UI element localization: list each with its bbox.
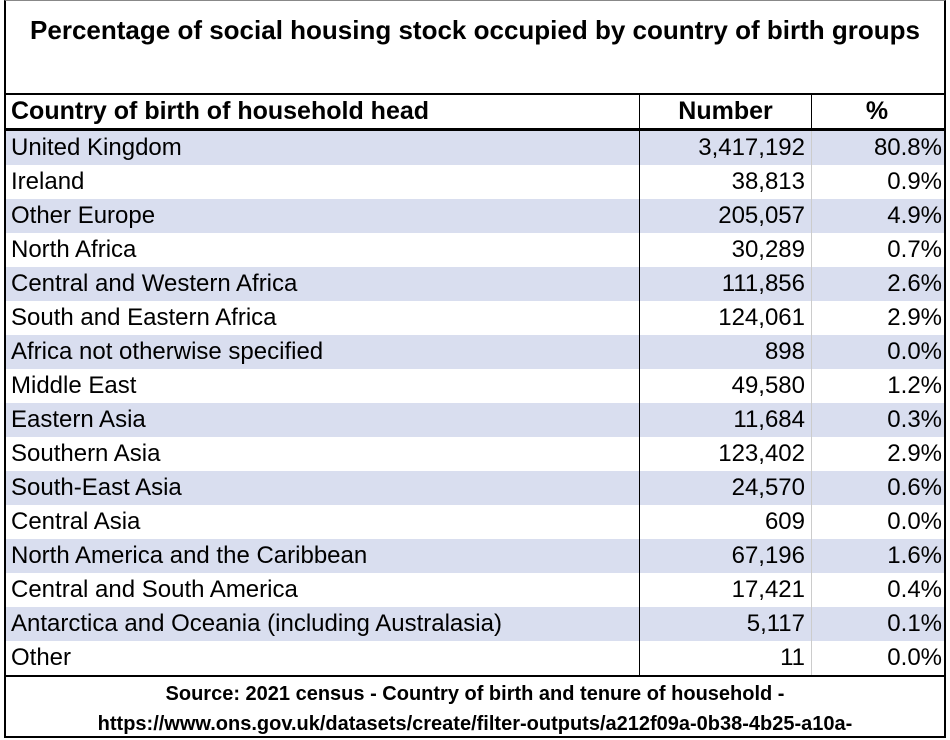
table-cell: 11 [640,641,812,675]
table-cell: 11,684 [640,403,812,437]
column-header: Country of birth of household head [6,95,640,128]
table-cell: 0.0% [887,508,942,535]
table-row: Antarctica and Oceania (including Austra… [6,607,944,641]
table-cell: Other [6,641,640,675]
table-cell: 2.9% [887,304,942,331]
table-cell: 898 [640,335,812,369]
table-row: Central Asia 609 0.0% [6,505,944,539]
table-cell: 1.6% [887,542,942,569]
table-cell: United Kingdom [6,131,640,165]
table-row: South and Eastern Africa 124,061 2.9% [6,301,944,335]
table-row: Central and Western Africa 111,856 2.6% [6,267,944,301]
table-title: Percentage of social housing stock occup… [6,1,944,95]
table-cell: 609 [640,505,812,539]
table-row: Africa not otherwise specified 898 0.0% [6,335,944,369]
table-cell: 123,402 [640,437,812,471]
table-cell: 2.6% [887,270,942,297]
table-cell: 124,061 [640,301,812,335]
table-cell: 0.6% [887,474,942,501]
table-cell: Central Asia [6,505,640,539]
source-line: https://www.ons.gov.uk/datasets/create/f… [97,713,853,735]
table-cell: North America and the Caribbean [6,539,640,573]
table-cell: 4.9% [887,202,942,229]
table-row: Middle East 49,580 1.2% [6,369,944,403]
table-frame: Percentage of social housing stock occup… [4,0,946,738]
table-cell: Other Europe [6,199,640,233]
table-row: Southern Asia 123,402 2.9% [6,437,944,471]
table-cell: Central and Western Africa [6,267,640,301]
table-cell: Antarctica and Oceania (including Austra… [6,607,640,641]
table-row: South-East Asia 24,570 0.6% [6,471,944,505]
table-cell: 1.2% [887,372,942,399]
table-cell: 0.7% [887,236,942,263]
table-cell: 0.9% [887,168,942,195]
table-cell: 0.1% [887,610,942,637]
table-cell: 5,117 [640,607,812,641]
table-row: North America and the Caribbean 67,196 1.6… [6,539,944,573]
table-row: Other 11 0.0% [6,641,944,675]
table-cell: Middle East [6,369,640,403]
header-row: Country of birth of household head Number… [6,95,944,131]
table-cell: Eastern Asia [6,403,640,437]
source-line: Source: 2021 census - Country of birth a… [165,683,785,705]
table-cell: 0.4% [887,576,942,603]
table-cell: North Africa [6,233,640,267]
source-note: Source: 2021 census - Country of birth a… [6,675,944,736]
table-cell: South and Eastern Africa [6,301,640,335]
table-row: Central and South America 17,421 0.4% [6,573,944,607]
table-cell: 2.9% [887,440,942,467]
table-cell: 24,570 [640,471,812,505]
table-row: Eastern Asia 11,684 0.3% [6,403,944,437]
table-cell: 49,580 [640,369,812,403]
table-cell: 205,057 [640,199,812,233]
table-cell: 17,421 [640,573,812,607]
table-cell: 0.3% [887,406,942,433]
table-cell: South-East Asia [6,471,640,505]
column-header: % [865,97,889,125]
table-row: Ireland 38,813 0.9% [6,165,944,199]
table-cell: Southern Asia [6,437,640,471]
table-cell: 0.0% [887,338,942,365]
table-row: North Africa 30,289 0.7% [6,233,944,267]
table-row: United Kingdom 3,417,192 80.8% [6,131,944,165]
table-cell: 111,856 [640,267,812,301]
table-cell: 38,813 [640,165,812,199]
table-cell: Central and South America [6,573,640,607]
table-cell: 30,289 [640,233,812,267]
table-row: Other Europe 205,057 4.9% [6,199,944,233]
table-cell: Ireland [6,165,640,199]
table-cell: 67,196 [640,539,812,573]
table-cell: 3,417,192 [640,131,812,165]
table-cell: 80.8% [873,134,942,161]
table-cell: Africa not otherwise specified [6,335,640,369]
table-cell: 0.0% [887,644,942,671]
table-body: Country of birth of household head Number… [6,95,944,675]
column-header: Number [640,95,812,128]
